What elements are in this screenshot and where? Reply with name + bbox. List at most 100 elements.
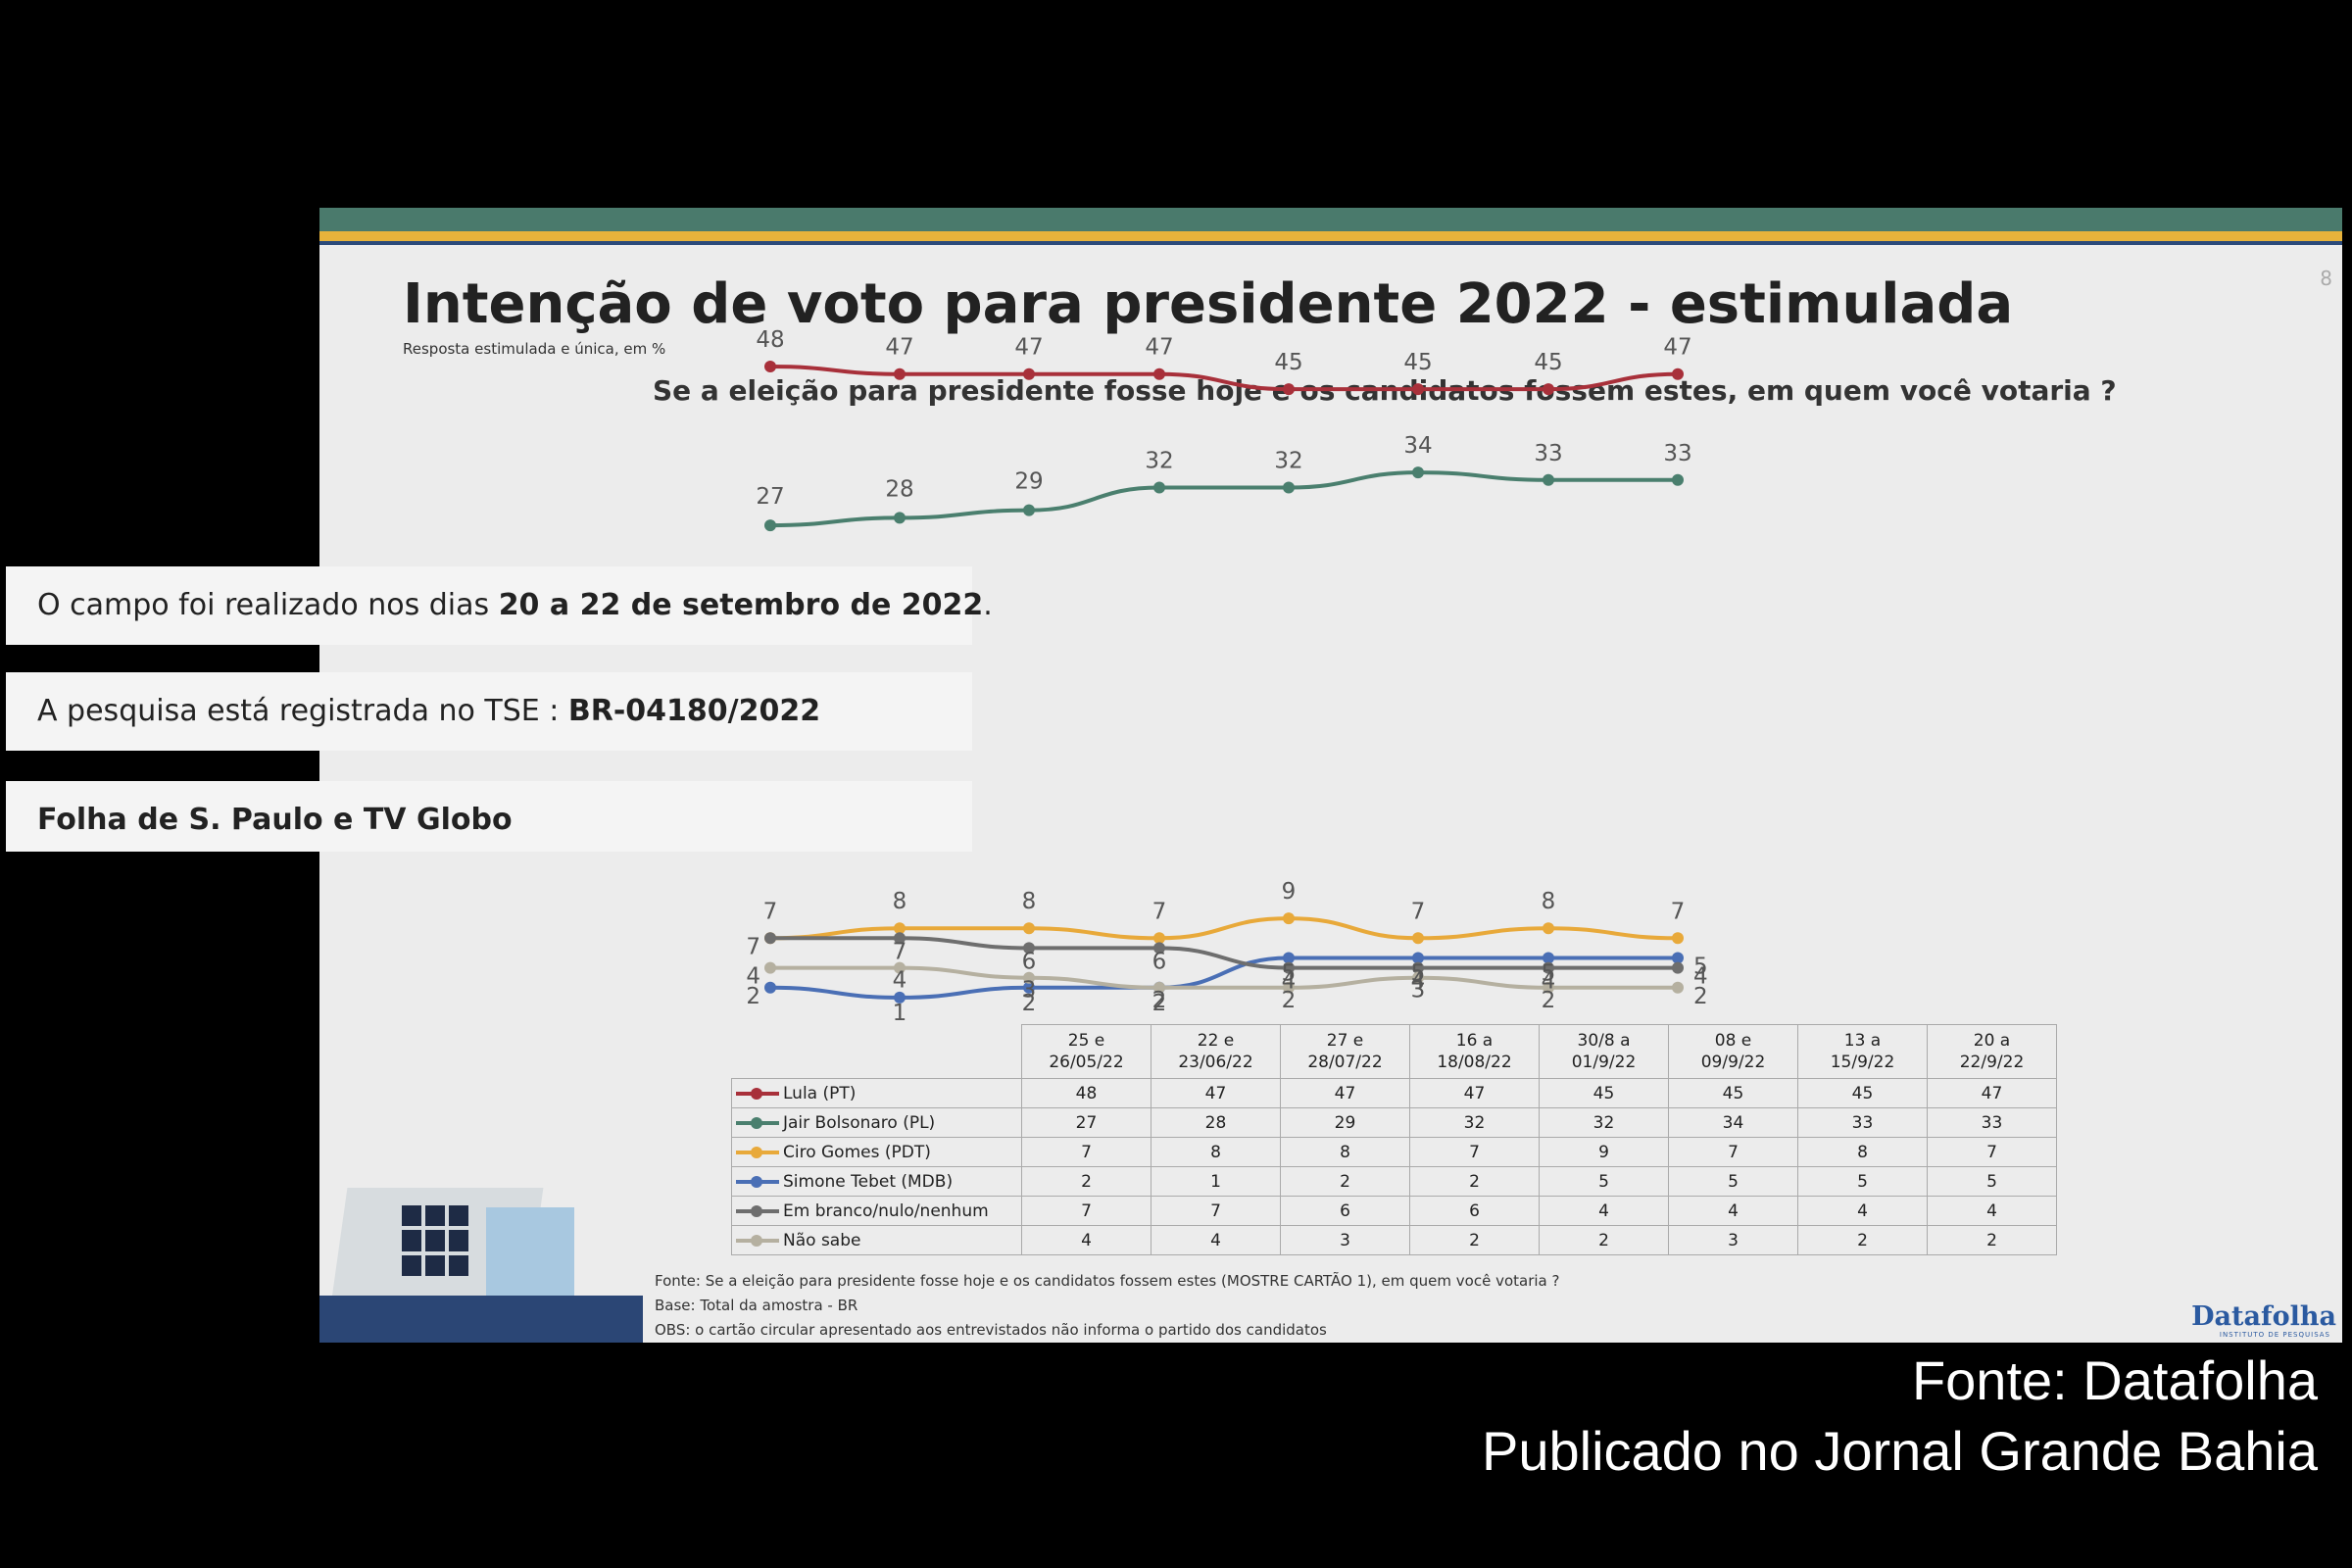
data-label-jair-bolsonaro-pl: 33 <box>1663 441 1691 466</box>
slide-title: Intenção de voto para presidente 2022 - … <box>403 272 2014 336</box>
legend-swatch-icon <box>736 1087 779 1100</box>
series-line-ciro-gomes-pdt <box>769 916 1679 941</box>
data-point-ciro-gomes-pdt <box>1543 922 1554 935</box>
data-point-lula-pt <box>1412 383 1424 396</box>
table-cell: 8 <box>1280 1137 1410 1167</box>
data-point-jair-bolsonaro-pl <box>1412 466 1424 479</box>
data-label-ciro-gomes-pdt: 7 <box>1411 899 1426 924</box>
data-point-simone-tebet-mdb <box>1023 981 1035 994</box>
data-point-em-branco-nulo-nenhum <box>894 932 906 945</box>
series-line-nao-sabe <box>769 965 1678 990</box>
data-point-simone-tebet-mdb <box>1672 952 1684 964</box>
table-header-date: 08 e 09/9/22 <box>1668 1024 1798 1079</box>
table-cell: 45 <box>1539 1078 1669 1108</box>
table-cell: 33 <box>1797 1107 1928 1138</box>
data-label-jair-bolsonaro-pl: 33 <box>1534 441 1562 466</box>
caption-published: Publicado no Jornal Grande Bahia <box>1481 1420 2318 1482</box>
table-cell: 4 <box>1539 1196 1669 1226</box>
data-label-simone-tebet-mdb: 5 <box>1542 961 1556 987</box>
data-point-simone-tebet-mdb <box>1543 952 1554 964</box>
table-cell: 4 <box>1151 1225 1281 1255</box>
data-point-simone-tebet-mdb <box>1412 952 1424 964</box>
data-point-em-branco-nulo-nenhum <box>1543 961 1554 974</box>
data-label-lula-pt: 47 <box>1145 335 1173 361</box>
header-stripe-teal <box>319 208 2342 231</box>
data-point-ciro-gomes-pdt <box>1672 932 1684 945</box>
data-point-nao-sabe <box>1023 971 1035 984</box>
voting-machine-keypad-icon <box>402 1205 472 1276</box>
data-point-lula-pt <box>1672 368 1684 380</box>
table-cell: 47 <box>1927 1078 2057 1108</box>
table-cell: 7 <box>1021 1137 1152 1167</box>
data-label-em-branco-nulo-nenhum: 4 <box>1411 969 1426 995</box>
table-cell: 5 <box>1797 1166 1928 1197</box>
table-cell: 4 <box>1797 1196 1928 1226</box>
data-label-jair-bolsonaro-pl: 29 <box>1014 469 1043 495</box>
data-point-em-branco-nulo-nenhum <box>1023 942 1035 955</box>
table-cell: 9 <box>1539 1137 1669 1167</box>
table-cell: 33 <box>1927 1107 2057 1138</box>
data-label-nao-sabe: 3 <box>1411 978 1426 1004</box>
data-label-lula-pt: 47 <box>885 335 913 361</box>
table-cell: 6 <box>1280 1196 1410 1226</box>
series-legend-ciro-gomes-pdt: Ciro Gomes (PDT) <box>731 1137 1022 1167</box>
table-cell: 32 <box>1409 1107 1540 1138</box>
table-cell: 4 <box>1927 1196 2057 1226</box>
table-cell: 45 <box>1668 1078 1798 1108</box>
data-label-nao-sabe: 4 <box>893 968 907 994</box>
data-label-lula-pt: 45 <box>1403 350 1432 375</box>
data-point-nao-sabe <box>1153 981 1165 994</box>
table-header-date: 13 a 15/9/22 <box>1797 1024 1928 1079</box>
data-point-lula-pt <box>1283 383 1295 396</box>
datafolha-logo: Datafolha <box>2191 1301 2336 1332</box>
table-cell: 6 <box>1409 1196 1540 1226</box>
campo-dates: 20 a 22 de setembro de 2022 <box>498 588 984 622</box>
data-point-ciro-gomes-pdt <box>1023 922 1035 935</box>
data-point-nao-sabe <box>1283 981 1295 994</box>
data-label-simone-tebet-mdb: 5 <box>1693 955 1708 980</box>
data-table: 25 e 26/05/22 22 e 23/06/22 27 e 28/07/22 16 a… <box>731 1024 2057 1255</box>
table-cell: 2 <box>1021 1166 1152 1197</box>
tse-registration: BR-04180/2022 <box>567 694 821 728</box>
table-row: Não sabe 4 4 3 2 2 3 2 2 <box>731 1225 2057 1255</box>
table-cell: 5 <box>1668 1166 1798 1197</box>
data-label-nao-sabe: 2 <box>1542 988 1556 1013</box>
data-label-ciro-gomes-pdt: 8 <box>893 889 907 914</box>
data-point-lula-pt <box>764 361 776 372</box>
data-point-ciro-gomes-pdt <box>894 922 906 935</box>
table-header-date: 30/8 a 01/9/22 <box>1539 1024 1669 1079</box>
table-cell: 2 <box>1927 1225 2057 1255</box>
series-line-em-branco-nulo-nenhum <box>770 936 1678 970</box>
table-cell: 2 <box>1409 1166 1540 1197</box>
data-point-ciro-gomes-pdt <box>1153 932 1165 945</box>
series-name: Lula (PT) <box>783 1083 857 1103</box>
data-point-lula-pt <box>894 368 906 380</box>
series-legend-lula-pt: Lula (PT) <box>731 1078 1022 1108</box>
data-point-nao-sabe <box>1672 981 1684 994</box>
data-point-jair-bolsonaro-pl <box>1153 481 1165 494</box>
data-label-em-branco-nulo-nenhum: 6 <box>1022 949 1037 974</box>
footnote-base: Base: Total da amostra - BR <box>655 1297 858 1314</box>
data-label-jair-bolsonaro-pl: 28 <box>885 476 913 502</box>
data-label-lula-pt: 47 <box>1014 335 1043 361</box>
data-label-nao-sabe: 2 <box>1693 984 1708 1009</box>
data-label-simone-tebet-mdb: 2 <box>746 984 760 1009</box>
legend-swatch-icon <box>736 1234 779 1247</box>
data-label-em-branco-nulo-nenhum: 4 <box>1282 969 1297 995</box>
table-cell: 48 <box>1021 1078 1152 1108</box>
caption-source: Fonte: Datafolha <box>1911 1349 2318 1411</box>
table-cell: 47 <box>1280 1078 1410 1108</box>
data-point-jair-bolsonaro-pl <box>1283 481 1295 494</box>
poll-slide: 8 Intenção de voto para presidente 2022 … <box>319 208 2342 1343</box>
table-cell: 4 <box>1021 1225 1152 1255</box>
series-name: Em branco/nulo/nenhum <box>783 1200 989 1221</box>
data-point-simone-tebet-mdb <box>894 991 906 1004</box>
data-label-ciro-gomes-pdt: 8 <box>1022 889 1037 914</box>
table-row: Em branco/nulo/nenhum 7 7 6 6 4 4 4 4 <box>731 1196 2057 1226</box>
table-corner <box>732 1025 1022 1079</box>
data-point-jair-bolsonaro-pl <box>1672 473 1684 486</box>
table-cell: 2 <box>1280 1166 1410 1197</box>
series-name: Ciro Gomes (PDT) <box>783 1142 931 1162</box>
data-label-em-branco-nulo-nenhum: 6 <box>1152 949 1167 974</box>
series-legend-simone-tebet-mdb: Simone Tebet (MDB) <box>731 1166 1022 1197</box>
